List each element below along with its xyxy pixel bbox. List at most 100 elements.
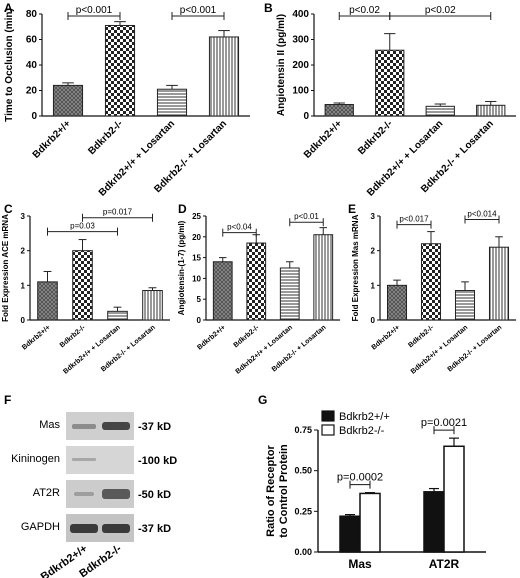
bar — [37, 281, 58, 321]
significance-label: p<0.02 — [425, 5, 456, 16]
y-tick-label: 0.50 — [294, 466, 312, 476]
legend-swatch — [321, 424, 335, 436]
significance-label: p=0.017 — [103, 208, 133, 217]
y-axis-label: Ratio of Receptor — [265, 444, 277, 536]
bar — [72, 250, 93, 321]
y-tick-label: 3 — [371, 212, 376, 221]
bar — [454, 290, 476, 321]
group-label: AT2R — [429, 557, 460, 571]
bar — [107, 310, 128, 321]
y-tick-label: 0.75 — [294, 425, 312, 435]
category-label: Bdkrb2-/- — [356, 118, 395, 157]
y-tick-label: 15 — [192, 254, 201, 263]
panel-label-d: D — [178, 202, 187, 216]
y-tick-label: 25 — [192, 212, 201, 221]
y-tick-label: 2 — [371, 247, 376, 256]
panel-label-c: C — [4, 202, 13, 216]
blot-kd-label: -37 kD — [138, 421, 171, 433]
bar — [443, 445, 465, 553]
bar — [104, 24, 136, 117]
panel-label-f: F — [4, 393, 11, 407]
y-axis-label: Angiotensin-(1-7) (pg/ml) — [177, 220, 186, 315]
bar — [386, 284, 408, 321]
significance-label: p<0.02 — [349, 5, 380, 16]
y-tick-label: 0 — [197, 316, 202, 325]
bar — [52, 84, 84, 117]
category-label: Bdkrb2+/+ — [196, 324, 227, 351]
y-axis-label: to Control Protein — [278, 444, 290, 538]
y-tick-label: 20 — [192, 233, 201, 242]
category-label: Bdkrb2-/- — [232, 324, 261, 350]
category-label: Bdkrb2+/+ + Losartan — [235, 324, 294, 376]
chart-ace-mrna: 0 1 2 3 Fold Expression ACE mRNA Bdkrb2+/+ Bdk… — [1, 208, 170, 376]
y-tick-label: 100 — [292, 86, 309, 97]
y-tick-label: 400 — [292, 9, 309, 20]
bar — [339, 515, 361, 553]
significance-label: p<0.01 — [294, 212, 319, 221]
category-label: Bdkrb2-/- — [59, 324, 88, 350]
significance-label: p<0.001 — [180, 5, 217, 16]
legend-label: Bdkrb2+/+ — [339, 411, 390, 423]
blot-kd-label: -37 kD — [138, 523, 171, 535]
category-label: Bdkrb2-/- — [407, 324, 436, 350]
blot-kd-label: -50 kD — [138, 489, 171, 501]
y-tick-label: 300 — [292, 35, 309, 46]
bar — [156, 88, 188, 117]
bar — [420, 243, 442, 321]
y-axis-label: Time to Occlusion (min) — [4, 8, 15, 122]
y-tick-label: 1 — [371, 281, 376, 290]
y-tick-label: 3 — [21, 212, 26, 221]
chart-mas-mrna: 0 1 2 3 Fold Expression Mas mRNA Bdkrb2+/+ Bdk… — [351, 209, 516, 376]
panel-label-b: B — [264, 1, 273, 15]
chart-angiotensin-1-7: 0 5 10 15 20 25 Angiotensin-(1-7) (pg/ml) Bdkrb… — [177, 212, 340, 376]
y-tick-label: 5 — [197, 295, 202, 304]
bar — [425, 105, 455, 117]
category-label: Bdkrb2-/- — [86, 118, 125, 157]
blot-image-at2r — [66, 480, 134, 508]
bar — [359, 492, 381, 553]
bar — [324, 104, 354, 117]
y-tick-label: 0.00 — [294, 547, 312, 557]
y-tick-label: 60 — [26, 35, 38, 46]
category-label: Bdkrb2+/+ + Losartan — [62, 324, 121, 376]
legend-label: Bdkrb2-/- — [339, 425, 385, 437]
significance-label: p<0.014 — [467, 209, 497, 218]
y-tick-label: 80 — [26, 9, 38, 20]
category-label: Bdkrb2+/+ — [21, 324, 52, 351]
blot-image-gapdh — [66, 514, 134, 542]
bar — [246, 242, 267, 321]
panel-label-g: G — [258, 393, 267, 407]
y-tick-label: 0 — [303, 111, 309, 122]
chart-angiotensin-ii: 0 100 200 300 400 Angiotensin II (pg/ml) Bdkrb… — [276, 5, 516, 199]
y-axis-label: Fold Expression ACE mRNA — [1, 214, 10, 322]
panel-label-e: E — [348, 202, 356, 216]
y-tick-label: 1 — [21, 281, 26, 290]
significance-label: p<0.017 — [399, 215, 429, 224]
western-blot: Mas Kininogen AT2R GAPDH -37 kD -100 kD … — [11, 412, 177, 578]
legend-swatch — [321, 410, 335, 422]
group-label: Mas — [348, 557, 372, 571]
y-tick-label: 0 — [371, 316, 376, 325]
chart-receptor-ratio: 0.00 0.25 0.50 0.75 Ratio of Receptor to Cont… — [265, 410, 486, 571]
y-axis-label: Fold Expression Mas mRNA — [351, 214, 360, 321]
significance-label: p<0.001 — [76, 5, 113, 16]
y-tick-label: 2 — [21, 247, 26, 256]
y-tick-label: 10 — [192, 274, 201, 283]
bar — [375, 49, 405, 117]
significance-label: p=0.03 — [70, 222, 95, 231]
significance-label: p=0.0021 — [421, 417, 467, 429]
y-tick-label: 20 — [26, 86, 38, 97]
category-label: Bdkrb2+/+ — [371, 324, 402, 351]
panel-label-a: A — [4, 1, 13, 15]
bar — [423, 491, 445, 553]
category-label: Bdkrb2+/+ — [302, 118, 344, 160]
blot-image-mas — [66, 412, 134, 440]
blot-row-label: GAPDH — [21, 521, 60, 533]
significance-label: p=0.0002 — [337, 472, 383, 484]
blot-kd-label: -100 kD — [138, 455, 177, 467]
bar — [476, 104, 506, 117]
chart-time-to-occlusion: 0 20 40 60 80 Time to Occlusion (min) Bdkrb2+/… — [4, 5, 250, 199]
y-tick-label: 0.25 — [294, 506, 312, 516]
significance-label: p<0.04 — [227, 223, 252, 232]
